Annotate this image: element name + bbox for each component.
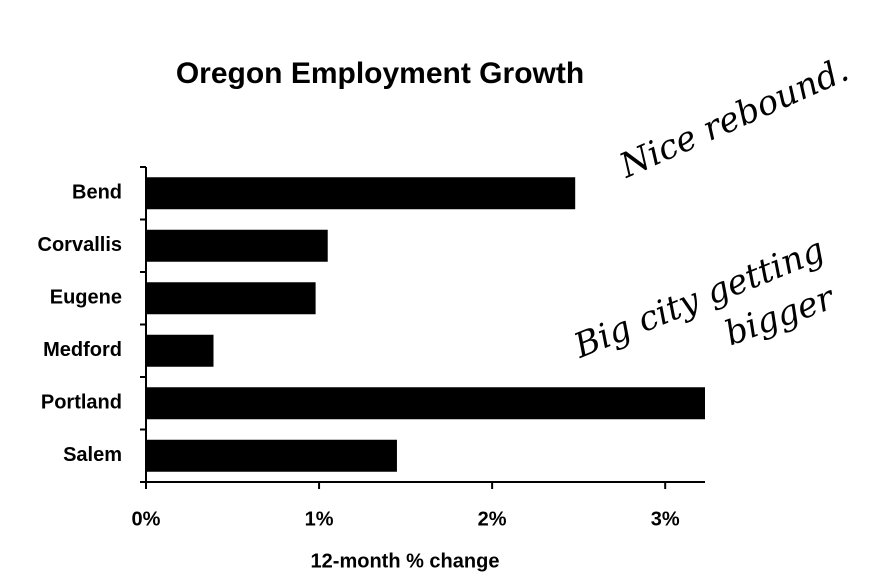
y-tick-label: Bend bbox=[72, 182, 122, 204]
bar bbox=[146, 387, 705, 420]
x-tick-label: 0% bbox=[132, 508, 161, 530]
x-tick-label: 1% bbox=[305, 508, 334, 530]
y-tick-label: Medford bbox=[43, 339, 122, 361]
bar bbox=[146, 282, 316, 315]
x-axis-label: 12-month % change bbox=[311, 550, 500, 572]
y-tick-label: Portland bbox=[41, 392, 122, 414]
bar bbox=[146, 334, 214, 367]
y-tick-label: Salem bbox=[63, 444, 122, 466]
x-tick-label: 3% bbox=[651, 508, 680, 530]
bar bbox=[146, 229, 328, 262]
chart-title: Oregon Employment Growth bbox=[176, 57, 584, 90]
y-tick-label: Corvallis bbox=[38, 234, 122, 256]
x-tick-label: 2% bbox=[478, 508, 507, 530]
bar bbox=[146, 439, 397, 472]
y-tick-label: Eugene bbox=[50, 287, 122, 309]
bar bbox=[146, 177, 576, 210]
